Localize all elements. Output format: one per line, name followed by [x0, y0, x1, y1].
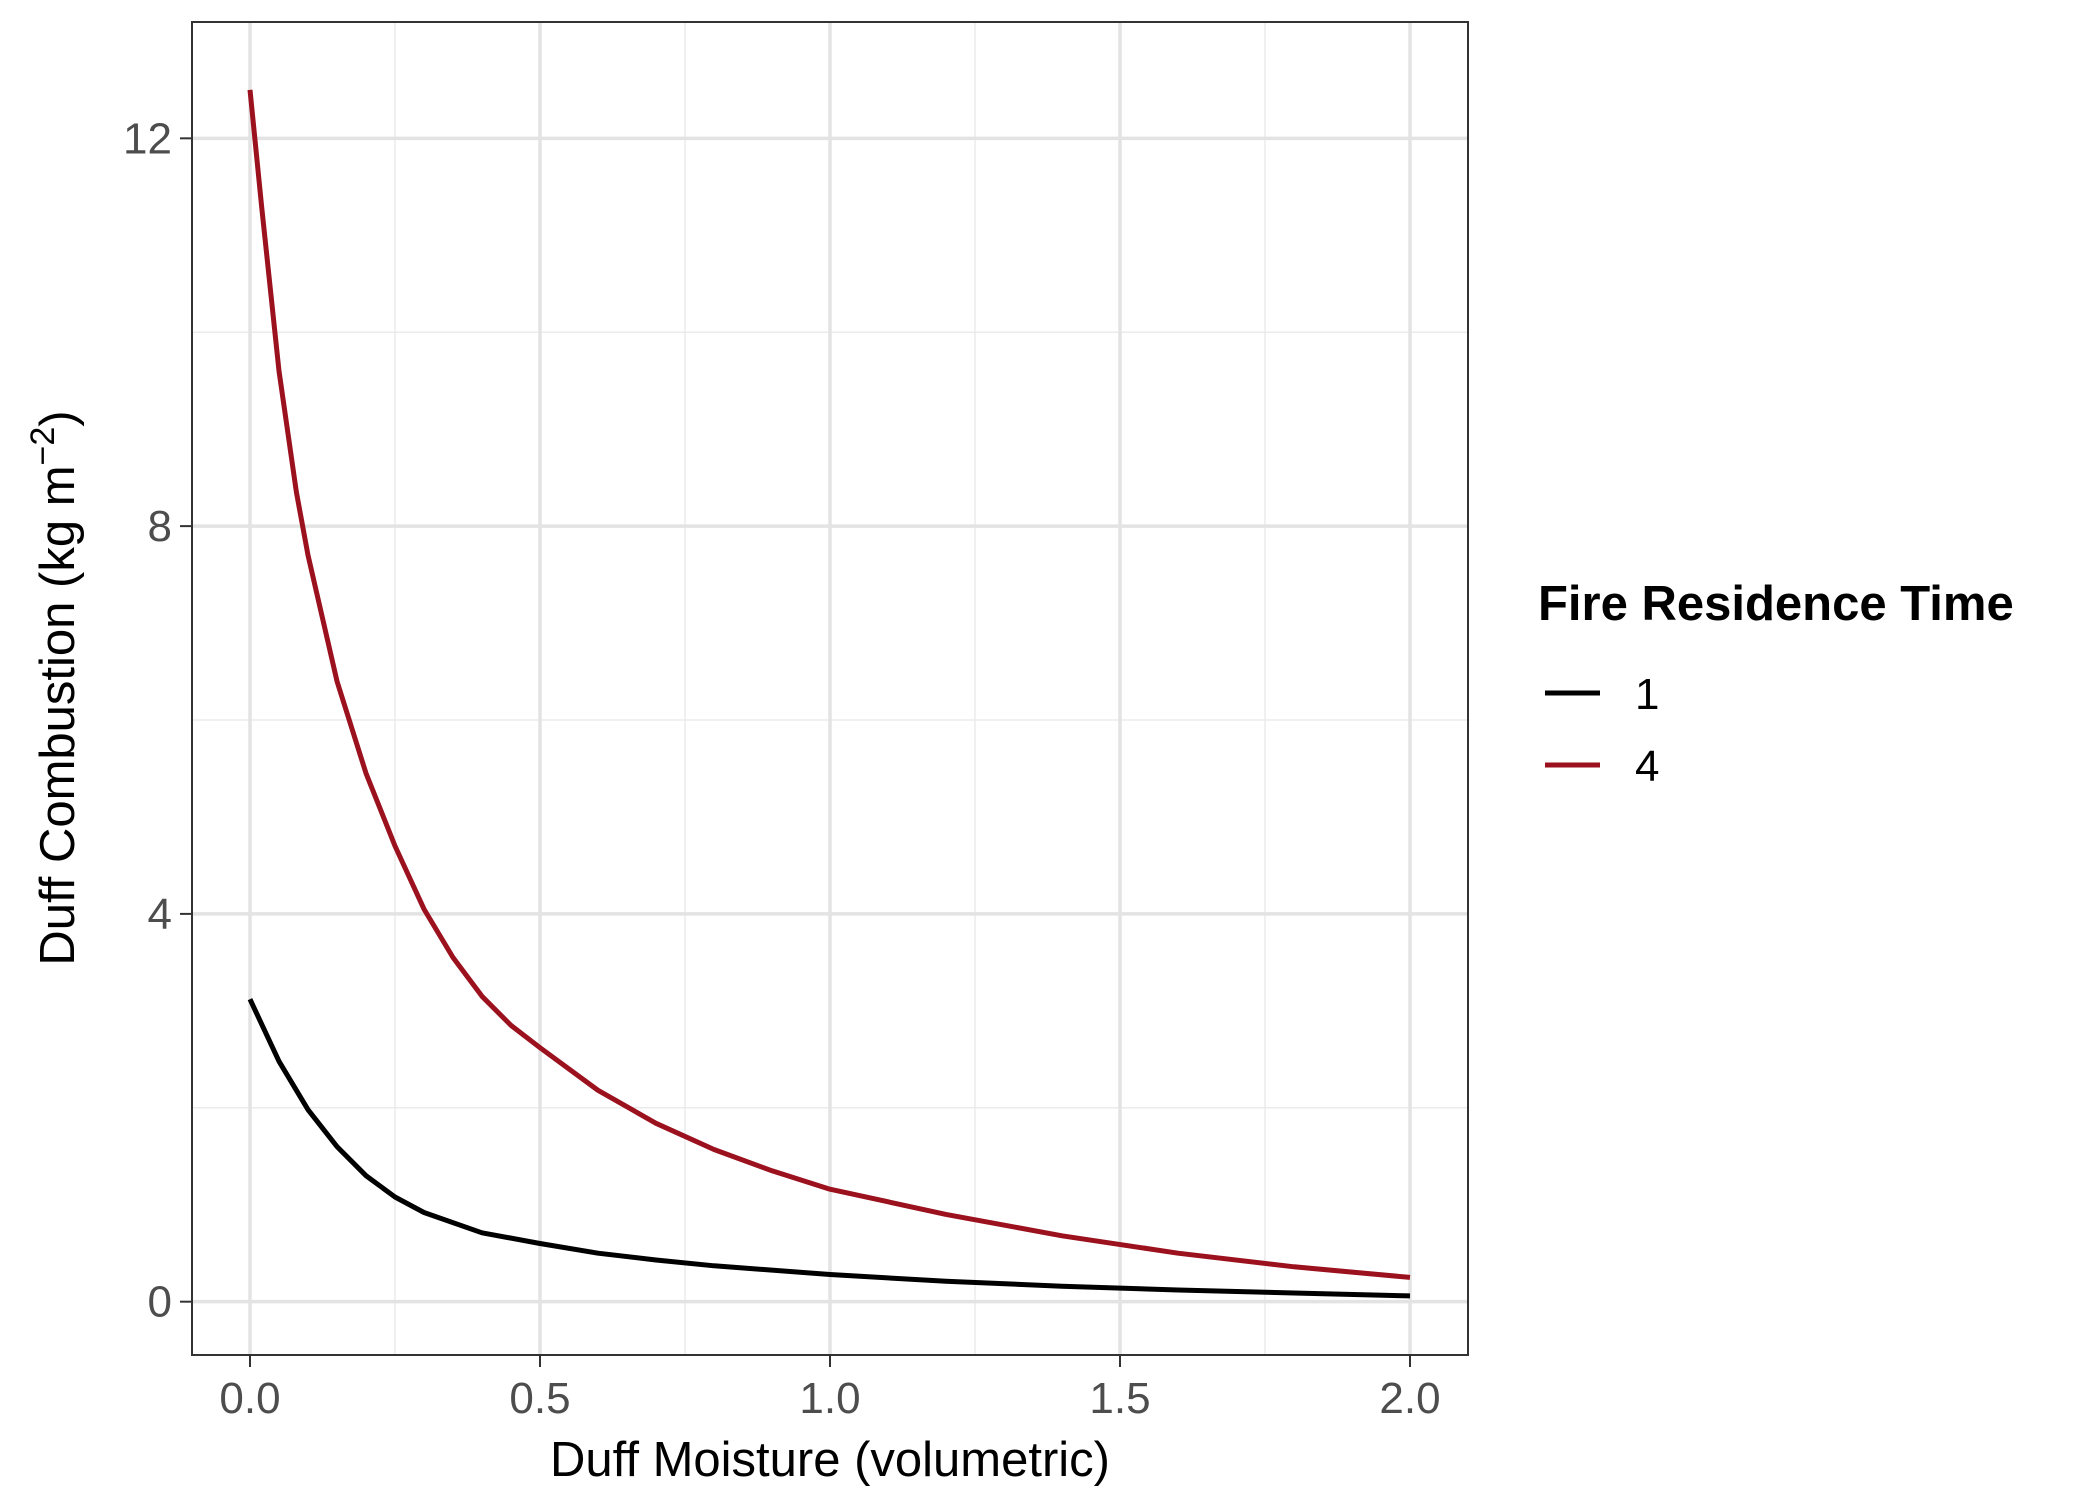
- series-lines: [247, 89, 1411, 1299]
- major-gridlines: [192, 22, 1468, 1355]
- y-axis-title-superscript: −2: [24, 427, 62, 466]
- legend-label-4: 4: [1635, 742, 1659, 791]
- y-tick-label: 8: [148, 502, 172, 551]
- x-tick-label: 1.0: [799, 1374, 860, 1423]
- y-tick-label: 12: [123, 114, 172, 163]
- x-tick-label: 0.0: [219, 1374, 280, 1423]
- legend-title: Fire Residence Time: [1538, 577, 2014, 631]
- y-axis-ticks: 0 4 8 12: [123, 114, 192, 1327]
- x-tick-label: 1.5: [1089, 1374, 1150, 1423]
- y-axis-title-main: Duff Combustion (kg m: [31, 465, 85, 965]
- x-axis-ticks: 0.0 0.5 1.0 1.5 2.0: [219, 1355, 1441, 1423]
- y-tick-label: 0: [148, 1278, 172, 1327]
- series-line-4: [247, 89, 1411, 1280]
- y-axis-title: Duff Combustion (kg m−2): [24, 410, 85, 965]
- x-axis-title: Duff Moisture (volumetric): [550, 1433, 1110, 1487]
- y-tick-label: 4: [148, 890, 172, 939]
- x-tick-label: 0.5: [509, 1374, 570, 1423]
- series-line-1: [247, 998, 1411, 1299]
- legend: Fire Residence Time 14: [1538, 577, 2014, 791]
- legend-label-1: 1: [1635, 670, 1659, 719]
- x-tick-label: 2.0: [1379, 1374, 1440, 1423]
- legend-items: 14: [1545, 670, 1659, 791]
- y-axis-title-close: ): [31, 410, 85, 426]
